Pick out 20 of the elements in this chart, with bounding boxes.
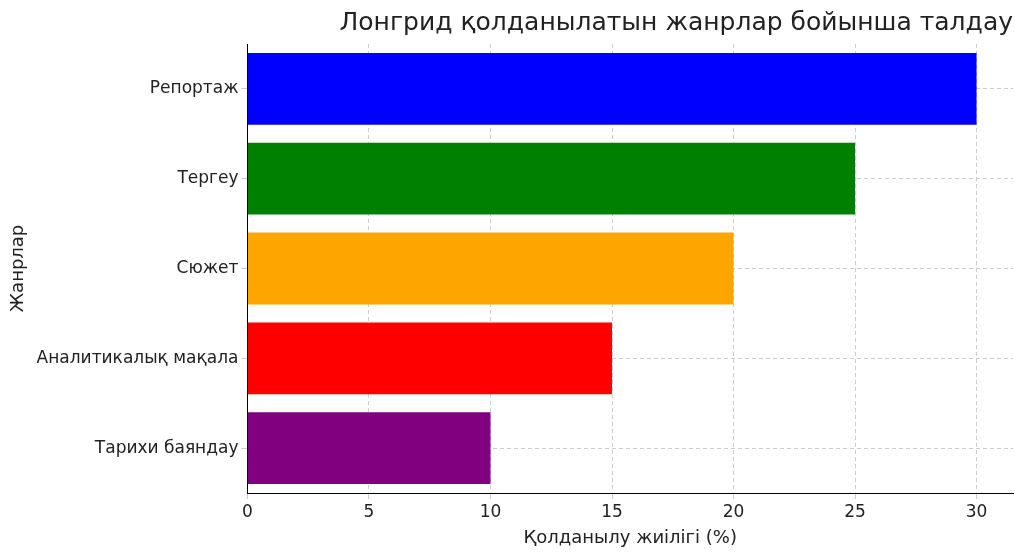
x-tick-label: 10: [479, 500, 502, 521]
y-tick-label: Сюжет: [176, 256, 239, 277]
bar: [247, 232, 734, 305]
y-tick-label: Тарихи баяндау: [93, 436, 239, 457]
y-tick-label: Тергеу: [176, 167, 239, 188]
x-tick-label: 25: [844, 500, 866, 521]
x-tick-label: 5: [363, 500, 375, 521]
bar: [247, 322, 613, 395]
bar: [247, 52, 977, 125]
x-tick-label: 20: [722, 500, 745, 521]
x-tick-label: 30: [965, 500, 988, 521]
x-axis-title: Қолданылу жиілігі (%): [523, 525, 737, 547]
bar: [247, 142, 856, 215]
y-tick-label: Репортаж: [149, 77, 239, 98]
x-tick-label: 0: [242, 500, 253, 521]
y-axis-title: Жанрлар: [6, 224, 28, 313]
chart-title: Лонгрид қолданылатын жанрлар бойынша талдау: [339, 6, 1014, 36]
bar: [247, 412, 491, 485]
y-tick-label: Аналитикалық мақала: [36, 346, 239, 367]
x-tick-label: 15: [601, 500, 623, 521]
